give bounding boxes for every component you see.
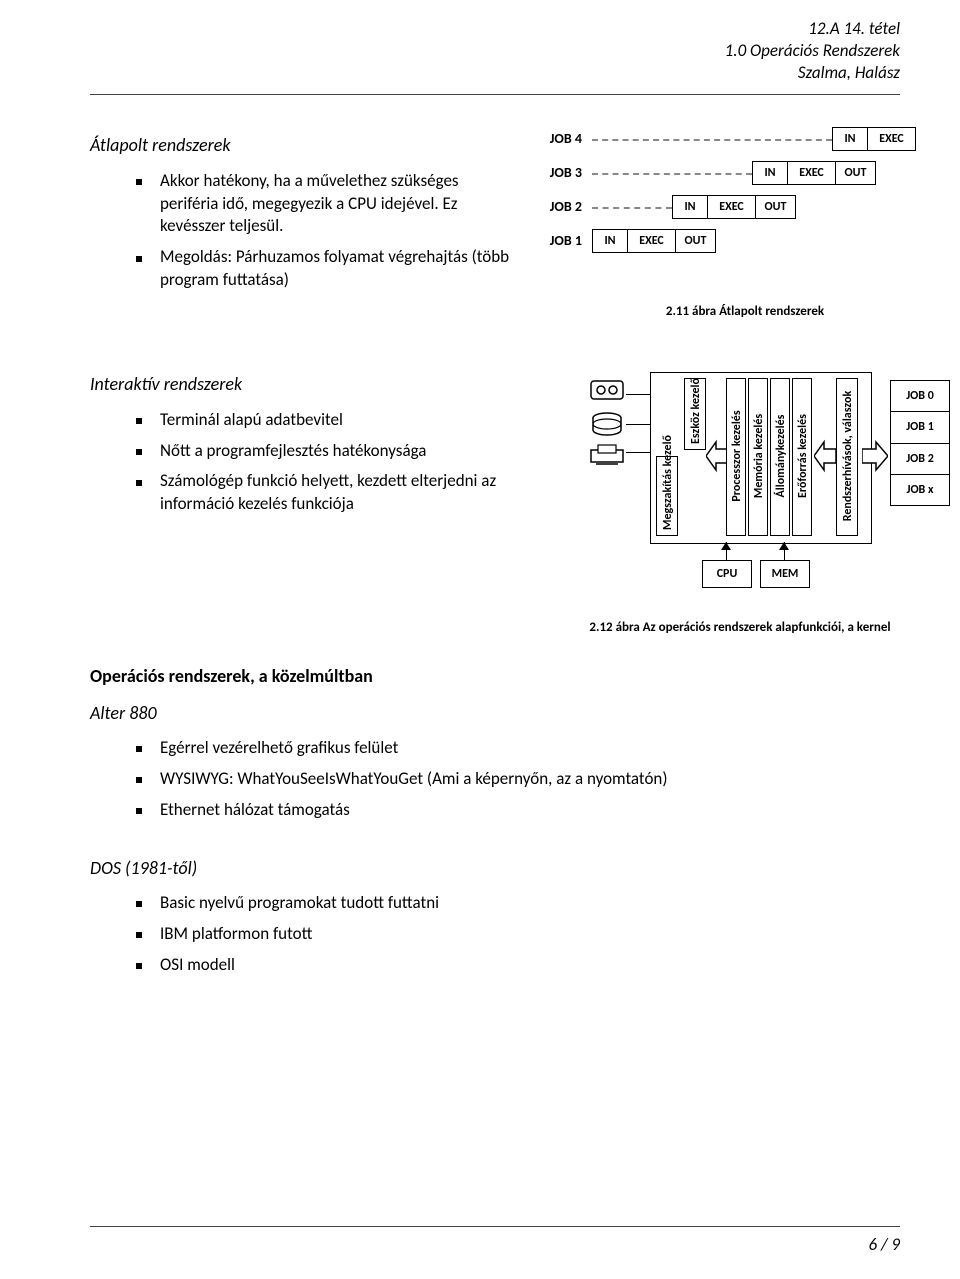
dashed-line <box>592 173 752 175</box>
header-line-2: 1.0 Operációs Rendszerek <box>90 40 900 62</box>
phase-cell: EXEC <box>628 229 676 253</box>
bullet-item: Basic nyelvű programokat tudott futtatni <box>136 892 900 915</box>
kernel-column-label: Állománykezelés <box>775 382 787 530</box>
printer-icon <box>590 444 624 468</box>
cell-group: INEXECOUT <box>592 229 716 253</box>
bullet-item: WYSIWYG: WhatYouSeeIsWhatYouGet (Ami a k… <box>136 768 900 791</box>
bullet-item: Egérrel vezérelhető grafikus felület <box>136 737 900 760</box>
kernel-column-label: Erőforrás kezelés <box>797 382 809 530</box>
cell-group: INEXECOUT <box>752 161 876 185</box>
dashed-line <box>592 207 672 209</box>
mem-box: MEM <box>760 560 810 588</box>
kernel-column-label: Memória kezelés <box>753 382 765 530</box>
hollow-arrow-icon <box>814 436 836 476</box>
arrow-up-icon <box>721 542 731 550</box>
phase-cell: EXEC <box>868 127 916 151</box>
kernel-column-label: Processzor kezelés <box>731 382 743 530</box>
subsection-alter880: Alter 880 <box>90 701 900 725</box>
job-label: JOB 4 <box>530 130 582 149</box>
phase-cell: IN <box>592 229 628 253</box>
phase-cell: IN <box>832 127 868 151</box>
bullet-item: Számológép funkció helyett, kezdett elte… <box>136 470 510 516</box>
device-connector <box>626 424 650 425</box>
bullet-item: Megoldás: Párhuzamos folyamat végrehajtá… <box>136 246 510 292</box>
cell-group: INEXEC <box>832 127 916 151</box>
section-title-dos: DOS (1981-től) <box>90 856 900 880</box>
figure-2-11: JOB 1INEXECOUTJOB 2INEXECOUTJOB 3INEXECO… <box>530 125 960 320</box>
footer-rule <box>90 1226 900 1227</box>
phase-cell: OUT <box>756 195 796 219</box>
bullet-item: IBM platformon futott <box>136 923 900 946</box>
phase-cell: OUT <box>836 161 876 185</box>
bullet-list-1: Akkor hatékony, ha a művelethez szüksége… <box>136 170 510 293</box>
bullet-item: Akkor hatékony, ha a művelethez szüksége… <box>136 170 510 239</box>
phase-cell: IN <box>752 161 788 185</box>
job-cell: JOB 0 <box>891 381 949 412</box>
bullet-item: Ethernet hálózat támogatás <box>136 799 900 822</box>
kernel-column-label: Rendszerhívások, válaszok <box>842 382 854 530</box>
phase-cell: IN <box>672 195 708 219</box>
kernel-column-label: Megszakítás kezelő <box>662 460 674 530</box>
cpu-box: CPU <box>702 560 752 588</box>
bullet-list-3: Egérrel vezérelhető grafikus felület WYS… <box>136 737 900 822</box>
header-line-3: Szalma, Halász <box>90 62 900 84</box>
bullet-list-4: Basic nyelvű programokat tudott futtatni… <box>136 892 900 977</box>
cell-group: INEXECOUT <box>672 195 796 219</box>
figure-caption: 2.12 ábra Az operációs rendszerek alapfu… <box>530 619 950 637</box>
device-connector <box>626 452 650 453</box>
kernel-column-label: Eszköz kezelő <box>690 382 702 444</box>
page-number: 6 / 9 <box>868 1234 900 1257</box>
phase-cell: EXEC <box>708 195 756 219</box>
job-cell: JOB 1 <box>891 412 949 443</box>
job-list: JOB 0JOB 1JOB 2JOB x <box>890 380 950 506</box>
device-connector <box>626 394 650 395</box>
bullet-item: Nőtt a programfejlesztés hatékonysága <box>136 440 510 463</box>
job-label: JOB 1 <box>530 232 582 251</box>
section-title-interaktiv: Interaktív rendszerek <box>90 372 510 396</box>
figure-2-12: JOB 0JOB 1JOB 2JOB x CPU MEM <box>530 366 950 636</box>
phase-cell: EXEC <box>788 161 836 185</box>
header-line-1: 12.A 14. tétel <box>90 18 900 40</box>
hollow-arrow-icon <box>706 436 728 476</box>
bullet-item: OSI modell <box>136 954 900 977</box>
disk-icon <box>590 412 624 438</box>
section-title-atlapolt: Átlapolt rendszerek <box>90 133 510 157</box>
page: 12.A 14. tétel 1.0 Operációs Rendszerek … <box>0 0 960 1279</box>
arrow-up-icon <box>779 542 789 550</box>
figure-caption: 2.11 ábra Átlapolt rendszerek <box>530 303 960 321</box>
job-cell: JOB 2 <box>891 444 949 475</box>
job-label: JOB 2 <box>530 198 582 217</box>
hollow-arrow-icon <box>862 436 888 476</box>
bullet-item: Terminál alapú adatbevitel <box>136 409 510 432</box>
doc-header: 12.A 14. tétel 1.0 Operációs Rendszerek … <box>90 18 900 84</box>
phase-cell: OUT <box>676 229 716 253</box>
dashed-line <box>592 139 832 141</box>
bullet-list-2: Terminál alapú adatbevitel Nőtt a progra… <box>136 409 510 517</box>
job-cell: JOB x <box>891 475 949 505</box>
header-rule <box>90 94 900 95</box>
job-label: JOB 3 <box>530 164 582 183</box>
terminal-icon <box>590 380 624 406</box>
section-title-kozelmult: Operációs rendszerek, a közelmúltban <box>90 664 900 688</box>
